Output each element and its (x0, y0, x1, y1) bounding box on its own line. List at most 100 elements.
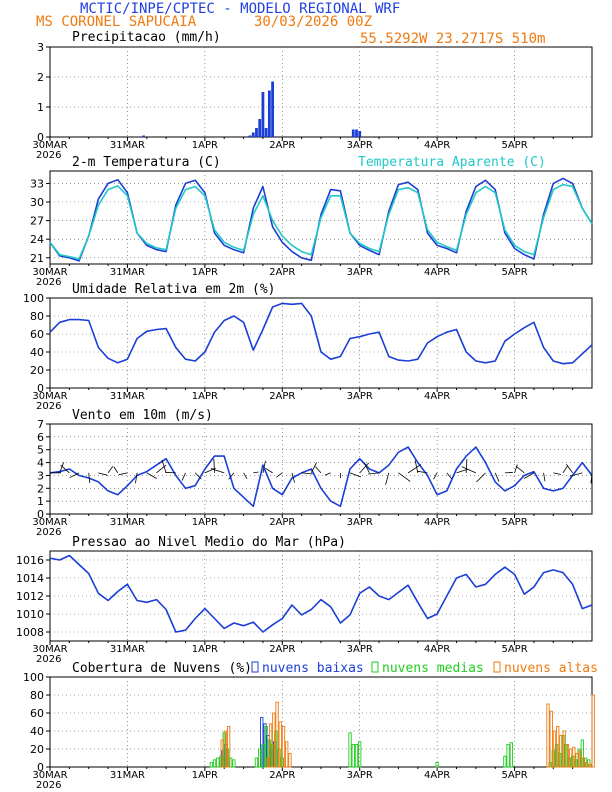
x-tick-label: 30MAR (32, 140, 67, 151)
y-tick-label: 1 (37, 495, 44, 508)
cloud-bar (575, 753, 579, 768)
cloud-bar (268, 723, 273, 768)
panel-frame (49, 423, 593, 515)
y-tick-label: 30 (30, 196, 44, 209)
cloud-bar (354, 744, 359, 768)
wind-vector (276, 472, 283, 478)
wind-vector (368, 472, 380, 475)
y-tick-label: 4 (37, 457, 44, 470)
wind-vector (315, 466, 322, 474)
x-tick-label: 2APR (269, 140, 295, 151)
wind-vector (88, 472, 91, 484)
cloud-bar (258, 748, 262, 768)
header-title: MCTIC/INPE/CPTEC - MODELO REGIONAL WRF (80, 1, 400, 17)
wind-vector (433, 472, 438, 480)
x-tick-label: 2APR (269, 644, 295, 655)
x-tick-label: 2APR (269, 517, 295, 528)
wind-vector (569, 472, 583, 477)
wind-vector (359, 462, 370, 474)
precip-bar (271, 81, 275, 137)
precip-bar (358, 131, 362, 137)
x-tick-label: 4APR (424, 644, 450, 655)
cloud-bar (552, 730, 557, 768)
wind-vector (59, 462, 65, 474)
x-tick-label: 1APR (192, 770, 218, 781)
wind-vector (414, 460, 419, 473)
wind-vector (476, 472, 486, 483)
wind-vector (262, 460, 266, 473)
wind-vector (98, 472, 108, 476)
y-tick-label: 1012 (16, 590, 44, 603)
cloud-bar (565, 744, 570, 768)
cloud-legend-label: nuvens altas (504, 661, 598, 676)
wind-vector (156, 464, 167, 474)
x-tick-label: 4APR (424, 770, 450, 781)
cloud-bar (265, 757, 270, 768)
x-tick-label: 3APR (347, 644, 373, 655)
x-year-label: 2026 (36, 654, 61, 665)
cloud-bar (281, 726, 286, 768)
panel-frame (49, 550, 593, 642)
series-line (49, 302, 593, 365)
wind-vector (349, 472, 362, 478)
wind-vector (194, 472, 202, 480)
wind-vector (181, 472, 186, 481)
y-tick-label: 20 (30, 743, 44, 756)
x-tick-label: 1APR (192, 391, 218, 402)
wind-vector (301, 472, 313, 475)
precip-bar (255, 128, 258, 137)
panel-title: Cobertura de Nuvens (%) (72, 661, 252, 676)
y-tick-label: 0 (37, 382, 44, 395)
cloud-bar (272, 712, 276, 768)
wind-vector (566, 464, 573, 474)
panel-frame (49, 676, 593, 768)
y-tick-label: 1008 (16, 626, 44, 639)
cloud-legend-swatch (371, 661, 379, 673)
cloud-bar (559, 735, 563, 768)
wind-vector (398, 472, 411, 482)
wind-vector (523, 472, 535, 479)
cloud-legend-swatch (493, 661, 501, 673)
x-tick-label: 30MAR (32, 770, 67, 781)
x-year-label: 2026 (36, 401, 61, 412)
precip-bar (258, 119, 262, 137)
x-tick-label: 3APR (347, 391, 373, 402)
cloud-bar (212, 759, 217, 768)
cloud-bar (581, 757, 586, 768)
cloud-bar (254, 757, 259, 768)
y-tick-label: 0 (37, 508, 44, 521)
precip-bar (142, 135, 145, 137)
x-tick-label: 31MAR (110, 267, 145, 278)
wind-vector (204, 467, 216, 474)
y-tick-label: 1016 (16, 554, 44, 567)
precip-bar (351, 129, 355, 137)
cloud-bar (435, 762, 439, 768)
x-tick-label: 4APR (424, 140, 450, 151)
y-tick-label: 27 (30, 215, 44, 228)
y-tick-label: 80 (30, 689, 44, 702)
cloud-bar (209, 762, 213, 768)
x-tick-label: 3APR (347, 267, 373, 278)
y-tick-label: 1014 (16, 572, 44, 585)
panel-title: Precipitacao (mm/h) (72, 30, 221, 45)
wind-vector (407, 464, 422, 474)
y-tick-label: 6 (37, 431, 44, 444)
y-tick-label: 1010 (16, 608, 44, 621)
x-tick-label: 2APR (269, 391, 295, 402)
y-tick-label: 2 (37, 71, 44, 84)
header-run: 30/03/2026 00Z (254, 14, 372, 30)
cloud-bar (232, 759, 236, 768)
wind-vector (515, 465, 525, 474)
x-tick-label: 1APR (192, 140, 218, 151)
y-tick-label: 24 (30, 233, 44, 246)
panel-title: Pressao ao Nivel Medio do Mar (hPa) (72, 535, 346, 550)
cloud-bar (591, 694, 595, 768)
cloud-bar (572, 746, 576, 768)
cloud-bar (588, 763, 592, 768)
cloud-bar (226, 726, 231, 768)
x-tick-label: 5APR (501, 644, 527, 655)
series-line (49, 446, 593, 508)
x-tick-label: 30MAR (32, 391, 67, 402)
x-tick-label: 3APR (347, 517, 373, 528)
wind-vector (60, 464, 70, 474)
